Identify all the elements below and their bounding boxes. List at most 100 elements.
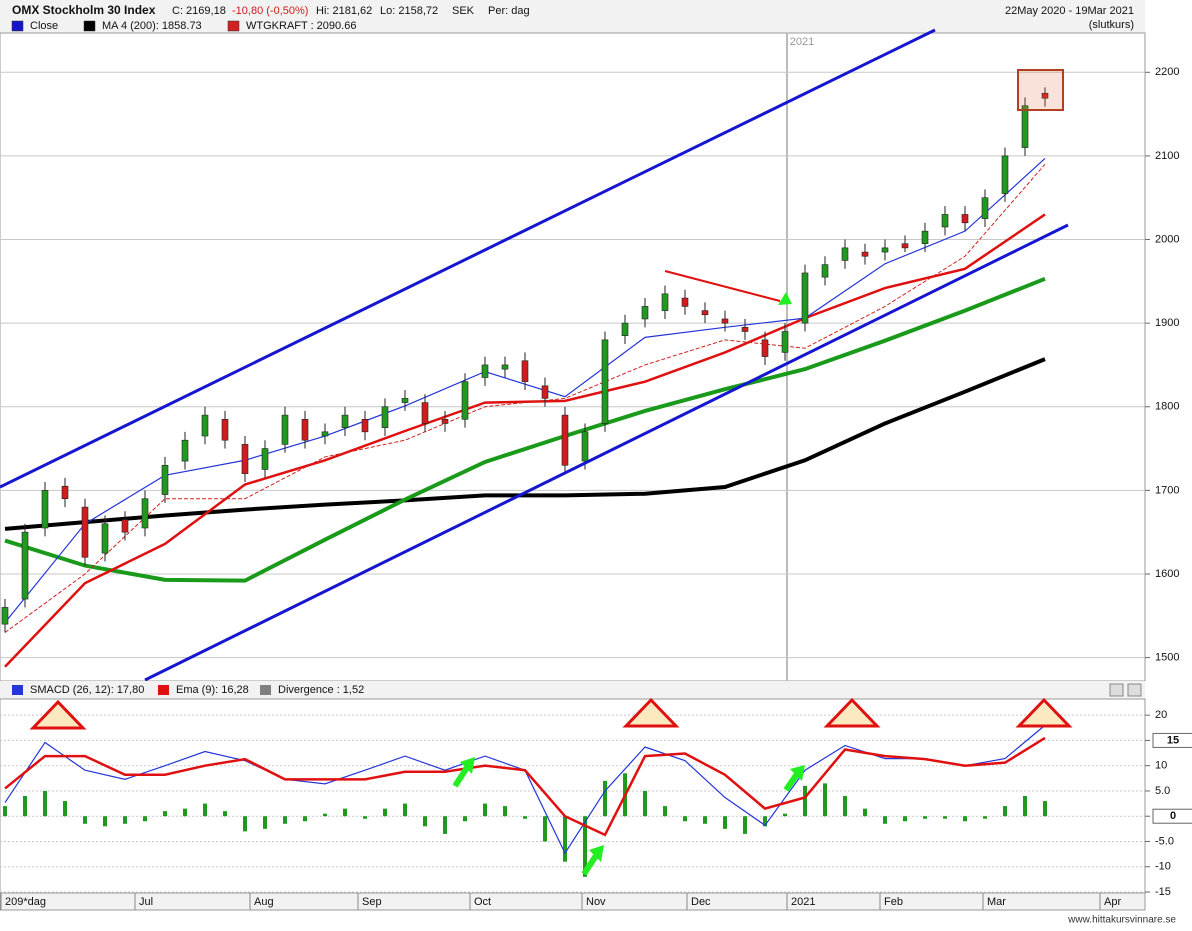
candle-body [541, 385, 549, 399]
legend-label: SMACD (26, 12): 17,80 [30, 684, 144, 696]
x-tick-label: 209*dag [5, 896, 46, 908]
candle-body [861, 251, 869, 257]
candle-body [461, 381, 469, 420]
candle-body [41, 490, 49, 529]
divergence-bar [823, 783, 827, 817]
arrow [778, 292, 792, 305]
divergence-bar [183, 808, 187, 817]
divergence-bar [463, 816, 467, 822]
warning-triangle [622, 697, 680, 728]
candle-body [241, 444, 249, 474]
divergence-bar [363, 816, 367, 819]
divergence-bar [103, 816, 107, 827]
candle-body [881, 247, 889, 253]
warning-triangle [1015, 697, 1073, 728]
line [4, 213, 1046, 668]
candle-body [601, 339, 609, 424]
line [4, 357, 1046, 531]
divergence-bar [503, 806, 507, 817]
y-tick-label: -15 [1155, 886, 1171, 898]
date-range: 22May 2020 - 19Mar 2021 [1005, 5, 1134, 17]
divergence-bar [863, 808, 867, 817]
y-tick-label: 20 [1155, 709, 1167, 721]
divergence-bar [603, 780, 607, 817]
high-value: Hi: 2181,62 [316, 5, 372, 17]
divergence-bar [83, 816, 87, 824]
divergence-bar [683, 816, 687, 822]
legend-swatch [260, 685, 271, 695]
divergence-bar [343, 808, 347, 817]
divergence-bar [483, 803, 487, 817]
legend-label: WTGKRAFT : 2090.66 [246, 20, 356, 32]
divergence-bar [643, 790, 647, 817]
candle-body [961, 214, 969, 224]
candle-body [441, 418, 449, 424]
candle-body [741, 327, 749, 332]
currency: SEK [452, 5, 475, 17]
divergence-bar [663, 806, 667, 817]
candle-body [941, 214, 949, 228]
year-marker: 2021 [790, 36, 814, 48]
y-tick-label: 5.0 [1155, 785, 1170, 797]
candle-body [341, 414, 349, 428]
x-tick-label: Oct [474, 896, 491, 908]
y-tick-label: -10 [1155, 861, 1171, 873]
y-tick-label: 15 [1167, 734, 1179, 746]
x-tick-label: Nov [586, 896, 606, 908]
divergence-bar [543, 816, 547, 842]
x-tick-label: Sep [362, 896, 382, 908]
divergence-bar [23, 796, 27, 817]
x-tick-label: Jul [139, 896, 153, 908]
x-axis-bar [0, 892, 1146, 911]
plot-layer [0, 714, 1145, 893]
divergence-bar [983, 816, 987, 819]
divergence-bar [323, 813, 327, 817]
candle-body [481, 364, 489, 378]
candle-body [841, 247, 849, 261]
candle-body [681, 297, 689, 307]
divergence-bar [723, 816, 727, 829]
divergence-bar [943, 816, 947, 819]
close-value: C: 2169,18 [172, 5, 226, 17]
divergence-bar [203, 803, 207, 817]
arrow [790, 765, 805, 781]
candle-body [921, 230, 929, 245]
candle-body [1041, 92, 1049, 99]
divergence-bar [403, 803, 407, 817]
tool-button[interactable] [1127, 683, 1142, 697]
value-box [1152, 808, 1192, 824]
divergence-bar [1043, 801, 1047, 817]
y-tick-label: 2200 [1155, 66, 1179, 78]
candle-body [301, 418, 309, 441]
divergence-bar [903, 816, 907, 822]
arrow [589, 845, 604, 862]
divergence-bar [763, 816, 767, 827]
tool-button[interactable] [1109, 683, 1124, 697]
x-tick-label: Apr [1104, 896, 1121, 908]
legend-label: MA 4 (200): 1858.73 [102, 20, 202, 32]
candle-body [721, 318, 729, 324]
candle-body [561, 414, 569, 466]
highlight-box [1017, 69, 1064, 111]
divergence-bar [583, 816, 587, 877]
candle-body [1, 607, 9, 625]
low-value: Lo: 2158,72 [380, 5, 438, 17]
trend-channel-lower [144, 223, 1069, 682]
divergence-bar [223, 811, 227, 817]
x-tick-label: Aug [254, 896, 274, 908]
change-value: -10,80 (-0,50%) [232, 5, 308, 17]
divergence-bar [283, 816, 287, 824]
candle-body [161, 464, 169, 495]
divergence-bar [1003, 806, 1007, 817]
candle-body [61, 485, 69, 500]
candle-body [281, 414, 289, 445]
divergence-bar [3, 806, 7, 817]
candle-body [321, 431, 329, 437]
footer: www.hittakursvinnare.se [1067, 915, 1176, 926]
candle-body [121, 519, 129, 533]
candle-body [981, 197, 989, 219]
line [4, 163, 1046, 633]
candle-body [221, 418, 229, 441]
y-tick-label: 2000 [1155, 233, 1179, 245]
